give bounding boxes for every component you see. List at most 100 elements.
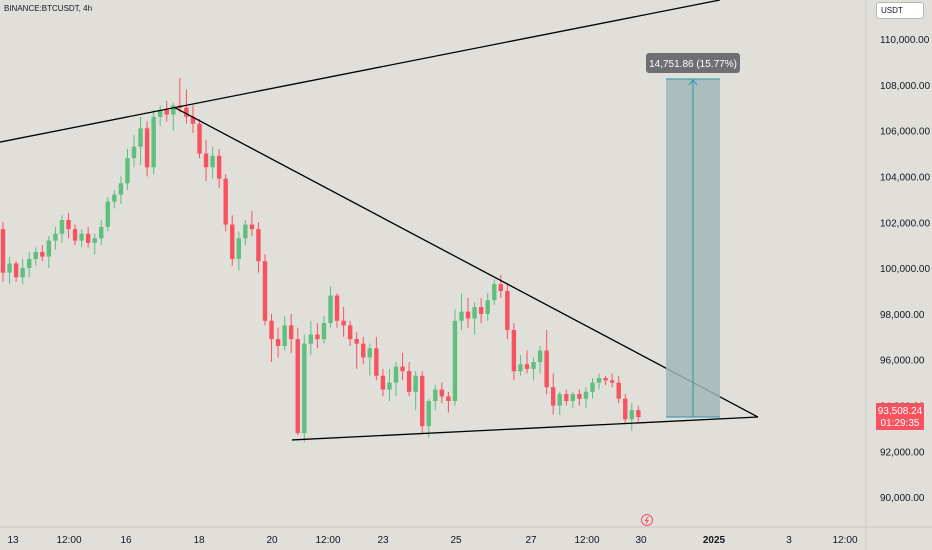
- candle: [33, 247, 38, 266]
- trendline[interactable]: [0, 0, 721, 143]
- candle: [20, 258, 25, 285]
- candle: [531, 357, 536, 381]
- price-tag-bg: [876, 403, 924, 430]
- candle: [465, 297, 471, 328]
- time-tick-label: 12:00: [832, 535, 857, 546]
- candle: [105, 197, 110, 232]
- price-tick-label: 108,000.00: [880, 81, 930, 92]
- candle: [511, 323, 517, 381]
- candle: [393, 362, 399, 397]
- candle: [406, 362, 412, 397]
- candle: [472, 302, 477, 335]
- measure-label-bg: [646, 53, 740, 74]
- last-price-value: 93,508.24: [878, 406, 923, 417]
- candle: [302, 334, 307, 443]
- candle: [623, 394, 628, 424]
- candle: [138, 116, 143, 165]
- candle: [40, 245, 45, 262]
- candle: [53, 226, 58, 250]
- candle: [164, 100, 169, 122]
- trendline[interactable]: [291, 416, 759, 441]
- candle: [557, 391, 562, 415]
- candle: [354, 332, 359, 369]
- time-tick-label: 20: [266, 535, 278, 546]
- candle: [275, 327, 281, 358]
- candle: [216, 148, 222, 188]
- candle: [367, 343, 372, 376]
- trendline[interactable]: [174, 107, 759, 418]
- candle: [144, 121, 150, 177]
- candle: [420, 371, 425, 434]
- price-tick-label: 102,000.00: [880, 218, 930, 229]
- time-tick-label: 30: [635, 535, 647, 546]
- candle: [131, 135, 137, 168]
- candle: [374, 336, 379, 381]
- candle: [596, 373, 602, 390]
- candle: [118, 176, 124, 204]
- candle: [636, 405, 641, 422]
- price-tick-label: 92,000.00: [880, 447, 925, 458]
- candle: [249, 210, 255, 237]
- price-axis: 90,000.0092,000.0094,000.0096,000.0098,0…: [880, 35, 930, 504]
- candle: [27, 252, 32, 278]
- candle: [439, 382, 445, 404]
- candle: [99, 219, 104, 246]
- candle: [551, 373, 556, 415]
- candle: [72, 224, 78, 246]
- candle: [334, 293, 340, 328]
- candle: [66, 213, 71, 239]
- candle: [151, 109, 156, 175]
- candle: [0, 222, 6, 282]
- measure-label: 14,751.86 (15.77%): [649, 59, 737, 70]
- candle: [46, 236, 52, 269]
- candle: [223, 174, 228, 232]
- candle: [590, 378, 595, 399]
- candle: [583, 387, 589, 408]
- candle: [295, 327, 300, 436]
- candle: [289, 313, 294, 353]
- time-tick-label: 13: [7, 535, 19, 546]
- time-axis: 13 12:00 16 18 20 12:00 23 25 27 12:00 30 2025 3 12:0…: [7, 535, 858, 546]
- time-tick-label: 18: [193, 535, 205, 546]
- candle: [262, 254, 268, 326]
- price-tick-label: 98,000.00: [880, 310, 925, 321]
- price-range-measure[interactable]: 14,751.86 (15.77%): [646, 53, 740, 418]
- candle: [570, 391, 576, 408]
- candle: [433, 384, 438, 411]
- time-tick-label: 3: [786, 535, 792, 546]
- candle: [112, 190, 117, 209]
- candle: [203, 139, 209, 182]
- candle: [341, 307, 346, 337]
- candle: [629, 403, 634, 431]
- price-tick-label: 110,000.00: [880, 35, 930, 46]
- candle: [125, 148, 130, 191]
- candle: [518, 355, 523, 376]
- time-tick-label: 12:00: [56, 535, 81, 546]
- candle: [197, 119, 202, 159]
- candle: [321, 316, 327, 344]
- candle: [524, 350, 530, 374]
- time-tick-label: 12:00: [315, 535, 340, 546]
- currency-selector[interactable]: USDT: [876, 2, 924, 19]
- candle: [446, 391, 451, 413]
- candle: [426, 398, 431, 438]
- candle: [478, 297, 484, 324]
- candle: [544, 329, 549, 395]
- candle: [190, 105, 196, 133]
- bar-countdown: 01:29:35: [881, 418, 920, 429]
- price-tick-label: 100,000.00: [880, 264, 930, 275]
- candle: [577, 389, 582, 406]
- candle: [59, 215, 65, 243]
- dividend-icon[interactable]: [641, 514, 653, 526]
- candle: [609, 373, 615, 388]
- candle: [269, 313, 274, 363]
- candle: [236, 231, 241, 271]
- candle: [387, 368, 392, 401]
- candle: [308, 320, 314, 356]
- candle: [85, 226, 91, 248]
- candle: [380, 368, 386, 397]
- candles: [0, 77, 641, 443]
- trendlines: [0, 0, 759, 441]
